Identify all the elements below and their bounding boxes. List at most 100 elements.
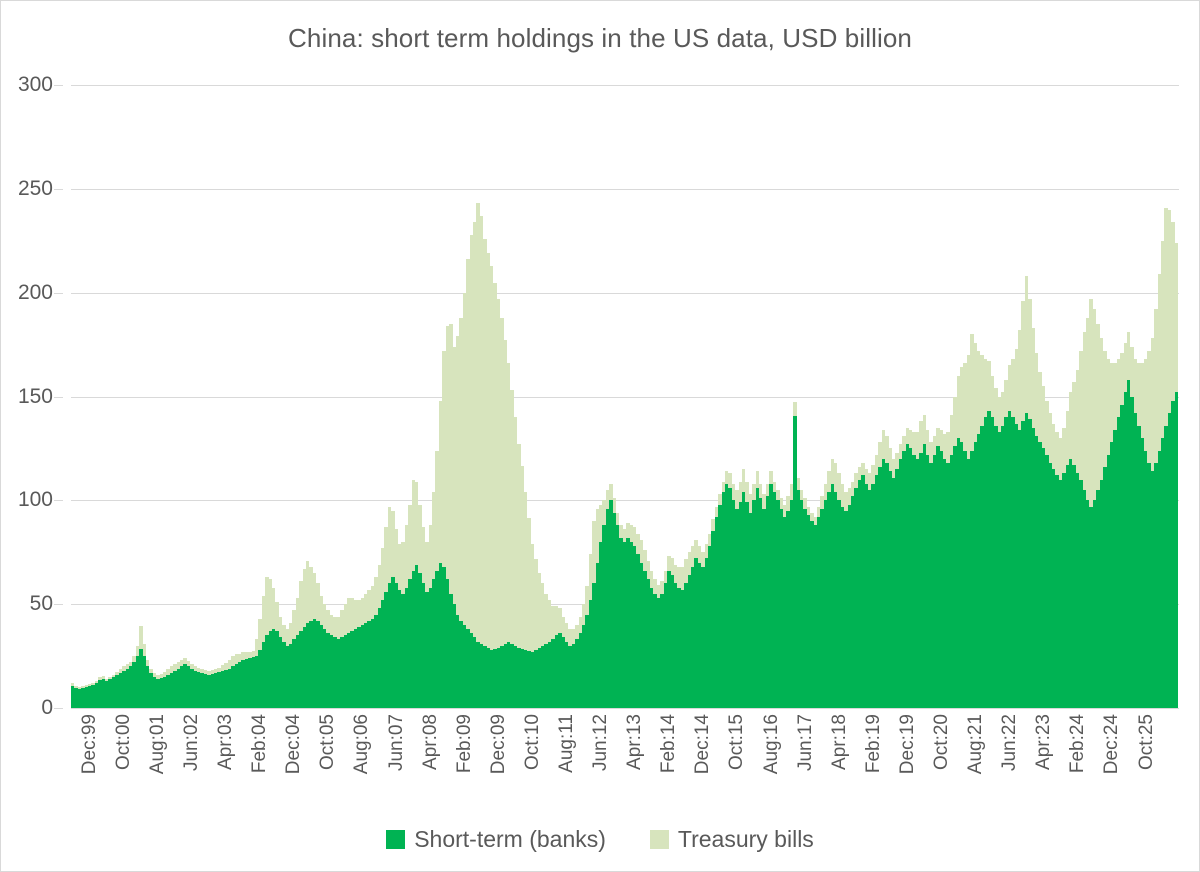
- bar-segment-short-term-banks: [973, 442, 978, 708]
- bar-column: [990, 85, 995, 708]
- bar-column: [500, 85, 504, 708]
- bar-segment-short-term-banks: [813, 525, 817, 708]
- bar-segment-short-term-banks: [459, 620, 463, 708]
- bar-segment-treasury-bills: [374, 577, 378, 615]
- bar-column: [721, 85, 725, 708]
- bar-segment-short-term-banks: [326, 633, 330, 708]
- bar-column: [803, 85, 807, 708]
- bar-column: [186, 85, 191, 708]
- bar-column: [1075, 85, 1080, 708]
- bar-column: [765, 85, 770, 708]
- bar-column: [684, 85, 688, 708]
- bar-segment-treasury-bills: [663, 570, 668, 584]
- bar-segment-treasury-bills: [830, 458, 834, 484]
- bar-column: [357, 85, 361, 708]
- bar-segment-treasury-bills: [513, 417, 518, 646]
- bar-segment-short-term-banks: [677, 587, 681, 708]
- x-axis-tick-label: Apr:08: [419, 714, 441, 770]
- bar-column: [391, 85, 395, 708]
- legend-item[interactable]: Treasury bills: [649, 826, 814, 853]
- bar-segment-short-term-banks: [619, 537, 623, 708]
- legend-swatch-icon: [386, 830, 406, 849]
- bar-segment-short-term-banks: [254, 656, 259, 708]
- bar-column: [180, 85, 184, 708]
- bar-segment-treasury-bills: [203, 669, 208, 674]
- bar-segment-short-term-banks: [629, 541, 634, 708]
- bar-segment-treasury-bills: [714, 506, 719, 517]
- bar-column: [442, 85, 446, 708]
- bar-segment-short-term-banks: [415, 564, 419, 708]
- bar-segment-short-term-banks: [74, 688, 78, 708]
- bar-segment-treasury-bills: [701, 552, 705, 567]
- bar-segment-short-term-banks: [489, 649, 494, 708]
- bar-segment-treasury-bills: [122, 666, 126, 671]
- bar-column: [1147, 85, 1151, 708]
- bar-segment-treasury-bills: [633, 527, 637, 547]
- bar-column: [333, 85, 337, 708]
- bar-column: [483, 85, 487, 708]
- bar-segment-treasury-bills: [94, 681, 99, 684]
- gridline-250: [71, 188, 1179, 190]
- bar-column: [384, 85, 388, 708]
- bar-column: [162, 85, 167, 708]
- bar-column: [156, 85, 160, 708]
- bar-segment-treasury-bills: [149, 668, 153, 673]
- bar-segment-treasury-bills: [844, 492, 848, 511]
- bar-segment-short-term-banks: [1120, 404, 1124, 708]
- bar-segment-short-term-banks: [759, 498, 763, 708]
- bar-segment-short-term-banks: [960, 442, 964, 708]
- bar-segment-short-term-banks: [118, 672, 123, 708]
- bar-segment-treasury-bills: [598, 504, 603, 542]
- legend-item[interactable]: Short-term (banks): [386, 826, 606, 853]
- bar-segment-short-term-banks: [776, 500, 780, 708]
- bar-segment-treasury-bills: [323, 604, 327, 630]
- bar-column: [908, 85, 913, 708]
- bar-column: [868, 85, 872, 708]
- bar-column: [827, 85, 831, 708]
- bar-segment-short-term-banks: [728, 487, 732, 708]
- bar-segment-treasury-bills: [888, 448, 892, 472]
- bar-column: [977, 85, 981, 708]
- bar-column: [541, 85, 545, 708]
- bar-column: [183, 85, 187, 708]
- bar-segment-treasury-bills: [779, 498, 783, 509]
- bar-segment-treasury-bills: [476, 203, 480, 642]
- bar-segment-treasury-bills: [380, 548, 385, 601]
- bar-segment-short-term-banks: [602, 525, 606, 708]
- chart-legend: Short-term (banks) Treasury bills: [1, 826, 1199, 853]
- bar-segment-short-term-banks: [377, 608, 381, 708]
- x-axis-tick-label: Feb:04: [249, 714, 271, 774]
- bar-segment-treasury-bills: [1130, 346, 1134, 397]
- bar-segment-short-term-banks: [915, 458, 920, 708]
- x-axis-tick-label: Feb:24: [1067, 714, 1089, 774]
- bar-segment-short-term-banks: [537, 647, 542, 708]
- bar-segment-short-term-banks: [486, 647, 490, 708]
- bar-segment-treasury-bills: [411, 479, 416, 571]
- bar-segment-short-term-banks: [469, 633, 473, 708]
- bar-segment-short-term-banks: [922, 444, 926, 708]
- bar-segment-short-term-banks: [721, 492, 725, 708]
- bar-column: [912, 85, 916, 708]
- bar-column: [241, 85, 245, 708]
- bar-segment-treasury-bills: [602, 500, 606, 526]
- bar-segment-short-term-banks: [687, 575, 691, 708]
- bar-column: [254, 85, 259, 708]
- bar-segment-treasury-bills: [973, 342, 978, 443]
- bar-segment-short-term-banks: [598, 541, 603, 708]
- bar-segment-short-term-banks: [271, 629, 276, 708]
- bar-segment-treasury-bills: [1038, 371, 1042, 443]
- bar-segment-treasury-bills: [234, 654, 238, 665]
- bar-segment-short-term-banks: [1123, 392, 1127, 708]
- bar-segment-treasury-bills: [575, 624, 579, 640]
- bar-segment-treasury-bills: [442, 350, 446, 567]
- bar-segment-short-term-banks: [779, 508, 783, 708]
- bar-segment-treasury-bills: [408, 504, 412, 580]
- bar-column: [1062, 85, 1066, 708]
- bar-segment-short-term-banks: [534, 649, 538, 708]
- bar-segment-treasury-bills: [1116, 359, 1121, 418]
- bar-segment-short-term-banks: [302, 627, 307, 708]
- bar-column: [387, 85, 392, 708]
- bar-segment-short-term-banks: [231, 666, 235, 708]
- bar-segment-treasury-bills: [265, 577, 269, 636]
- bar-segment-treasury-bills: [731, 483, 736, 501]
